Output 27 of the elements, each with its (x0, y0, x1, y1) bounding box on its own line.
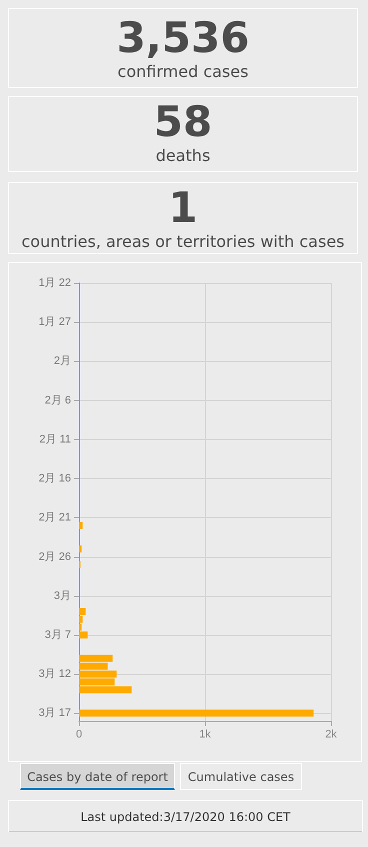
y-tick-label: 3月 7 (44, 628, 71, 641)
y-tick-label: 2月 11 (39, 433, 71, 446)
y-tick-label: 3月 17 (38, 707, 71, 720)
bar (79, 545, 82, 552)
text: Last updated:3/17/2020 16:00 CET (8, 800, 363, 832)
bar (79, 522, 83, 529)
x-tick-label: 2k (325, 728, 338, 740)
y-tick-label: 3月 (54, 590, 71, 602)
text: 1 (167, 183, 199, 232)
x-tick-label: 0 (76, 728, 82, 740)
x-tick-label: 1k (199, 728, 212, 740)
y-tick-label: 2月 26 (38, 550, 71, 563)
y-tick-label: 3月 12 (38, 668, 71, 680)
y-tick-label: 2月 (54, 355, 71, 368)
y-tick-label: 2月 21 (38, 512, 71, 524)
y-tick-label: 2月 6 (44, 394, 71, 406)
text: deaths (154, 145, 212, 167)
y-tick-label: 1月 27 (38, 316, 71, 328)
text: confirmed cases (116, 61, 250, 83)
text: 3,536 (116, 13, 250, 62)
bar (79, 710, 314, 717)
text: Cumulative cases (180, 763, 302, 790)
text: countries, areas or territories with cases (20, 231, 346, 253)
y-tick-label: 1月 22 (38, 277, 71, 289)
y-tick-label: 2月 16 (38, 472, 71, 485)
text: 58 (152, 97, 214, 146)
text: Cases by date of report (20, 763, 175, 790)
